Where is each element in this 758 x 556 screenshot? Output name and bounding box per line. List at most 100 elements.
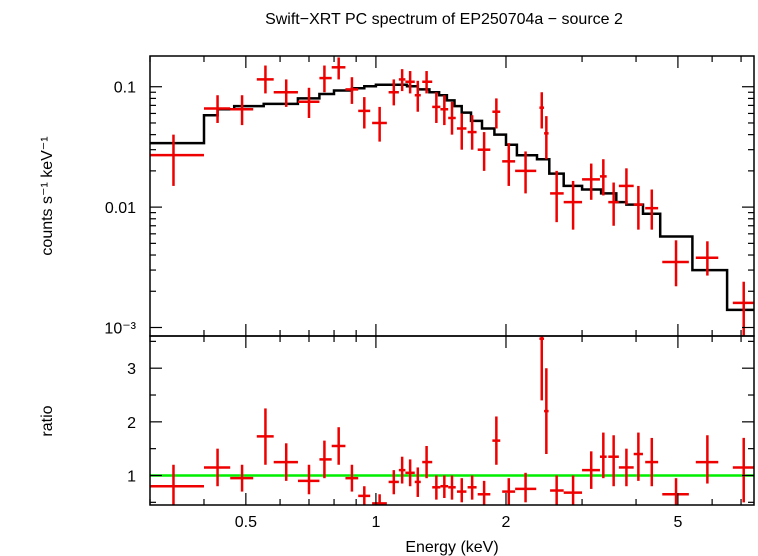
- ratio-axis-ticks: [149, 336, 754, 505]
- ratio-point: [331, 427, 346, 465]
- spectrum-point: [539, 92, 545, 129]
- spectrum-point: [440, 95, 449, 126]
- ratio-point: [662, 478, 689, 505]
- spectrum-y-tick-labels: 0.1 0.01 10⁻³: [104, 80, 136, 338]
- energy-x-tick-label: 5: [673, 514, 682, 531]
- spectrum-point: [273, 79, 298, 107]
- spectrum-point: [230, 95, 254, 126]
- spectrum-point: [432, 92, 441, 123]
- ratio-point: [502, 478, 516, 505]
- spectrum-point: [492, 98, 501, 129]
- spectrum-point: [563, 180, 583, 230]
- ratio-point: [273, 443, 298, 481]
- ratio-point: [539, 336, 545, 401]
- ratio-point: [645, 437, 659, 487]
- ratio-point: [432, 475, 441, 500]
- spectrum-point: [618, 168, 634, 205]
- ratio-panel: 1 2 3 0.5 1 2 5: [127, 335, 755, 531]
- spectrum-point: [608, 182, 619, 226]
- spectrum-y-tick-label: 0.01: [105, 200, 136, 217]
- energy-x-tick-labels: 0.5 1 2 5: [235, 514, 683, 531]
- ratio-point: [405, 459, 415, 487]
- ratio-point: [388, 470, 399, 495]
- ratio-point: [550, 475, 564, 505]
- y-axis-label-ratio: ratio: [39, 405, 56, 436]
- ratio-y-tick-label: 2: [127, 415, 136, 432]
- spectrum-point: [456, 113, 467, 150]
- spectrum-point: [544, 116, 549, 160]
- ratio-point: [515, 472, 537, 503]
- spectrum-point: [388, 79, 399, 106]
- spectrum-point: [398, 69, 406, 92]
- ratio-point: [492, 416, 501, 465]
- spectrum-point: [515, 151, 537, 194]
- ratio-y-tick-label: 1: [127, 468, 136, 485]
- spectrum-point: [662, 240, 689, 287]
- chart-title: Swift−XRT PC spectrum of EP250704a − sou…: [265, 11, 623, 28]
- energy-x-tick-label: 0.5: [235, 514, 257, 531]
- spectrum-point: [633, 185, 643, 230]
- spectrum-axis-ticks: [149, 56, 754, 336]
- ratio-point: [440, 475, 449, 499]
- spectrum-point: [358, 97, 371, 129]
- y-axis-label-spectrum: counts s⁻¹ keV⁻¹: [39, 136, 56, 255]
- ratio-point: [422, 445, 433, 479]
- ratio-point: [448, 475, 456, 500]
- ratio-point: [230, 464, 254, 492]
- ratio-point: [608, 435, 619, 487]
- ratio-point: [319, 440, 332, 479]
- spectrum-point: [645, 189, 659, 230]
- ratio-point: [467, 475, 477, 500]
- ratio-point: [732, 437, 754, 503]
- spectrum-panel: 0.1 0.01 10⁻³: [104, 55, 755, 338]
- ratio-y-tick-label: 3: [127, 361, 136, 378]
- ratio-point: [203, 448, 231, 487]
- ratio-point: [477, 480, 491, 505]
- ratio-point: [150, 464, 204, 505]
- ratio-point: [456, 478, 467, 503]
- spectrum-point: [467, 115, 477, 150]
- ratio-point: [582, 451, 600, 489]
- spectrum-point: [150, 134, 204, 186]
- spectrum-point: [550, 170, 564, 223]
- spectrum-point: [372, 106, 387, 142]
- spectrum-point: [599, 159, 607, 196]
- spectrum-y-tick-label: 10⁻³: [104, 321, 136, 338]
- ratio-point: [618, 448, 634, 487]
- spectrum-y-tick-label: 0.1: [114, 80, 136, 97]
- ratio-point: [345, 464, 359, 492]
- energy-x-tick-label: 2: [502, 514, 511, 531]
- spectrum-point: [414, 80, 421, 112]
- spectrum-point: [582, 163, 600, 200]
- spectrum-point: [448, 101, 456, 135]
- ratio-point: [256, 408, 274, 465]
- ratio-point: [633, 432, 643, 481]
- spectrum-point: [319, 65, 332, 93]
- spectrum-point: [477, 132, 491, 171]
- spectrum-point: [297, 87, 320, 118]
- energy-x-tick-label: 1: [371, 514, 380, 531]
- ratio-point: [695, 435, 719, 484]
- spectrum-point: [256, 65, 274, 94]
- ratio-panel-frame: [149, 335, 755, 506]
- spectrum-point: [405, 71, 415, 94]
- ratio-point: [297, 464, 320, 495]
- spectrum-point: [345, 77, 359, 104]
- ratio-point: [398, 456, 406, 484]
- ratio-point: [563, 475, 583, 505]
- spectrum-point: [331, 57, 346, 80]
- spectrum-point: [422, 71, 433, 94]
- ratio-point: [358, 486, 371, 505]
- ratio-point: [544, 368, 549, 455]
- x-axis-label: Energy (keV): [405, 539, 498, 556]
- ratio-data-points: [150, 336, 754, 505]
- ratio-point: [372, 494, 387, 505]
- model-histogram: [150, 83, 754, 312]
- spectrum-point: [203, 95, 231, 123]
- spectrum-point: [695, 241, 719, 276]
- spectrum-point: [502, 143, 516, 186]
- spectrum-data-points: [150, 57, 754, 336]
- ratio-point: [414, 467, 421, 497]
